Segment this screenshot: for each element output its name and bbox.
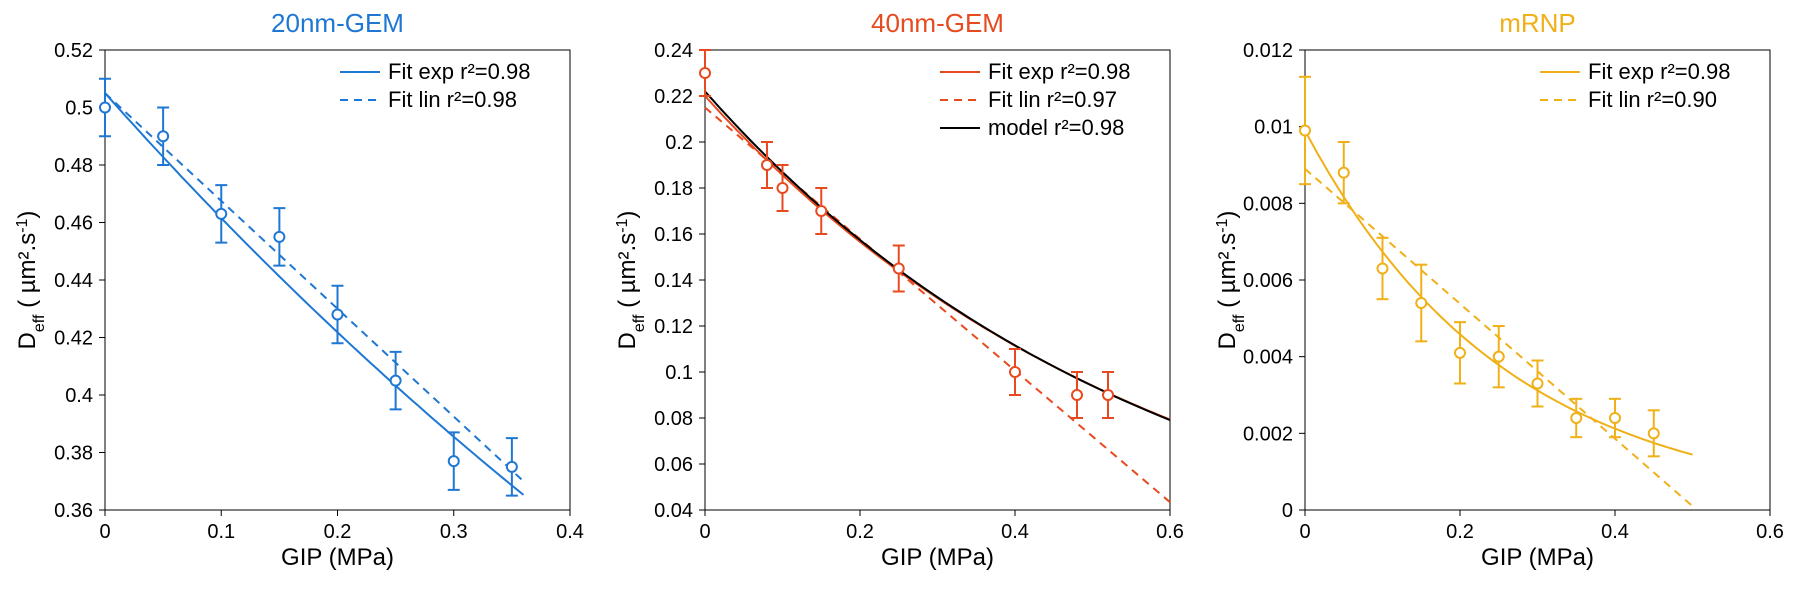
data-point <box>449 456 459 466</box>
legend-label: Fit exp r²=0.98 <box>988 59 1130 84</box>
data-point <box>100 103 110 113</box>
y-tick-label: 0.1 <box>665 362 693 384</box>
panel-40nm-gem: 0 0.2 0.4 0.6 0.04 0.06 0.08 0.1 0.12 0.14 0.16 0.1… <box>610 0 1190 590</box>
data-point <box>700 68 710 78</box>
y-tick-label: 0.22 <box>654 86 693 108</box>
y-tick-label: 0.2 <box>665 132 693 154</box>
panel-20nm-gem: 0 0.1 0.2 0.3 0.4 0.36 0.38 0.4 0.42 0.44 0.46 0.48… <box>10 0 590 590</box>
x-tick-label: 0 <box>1299 521 1310 543</box>
x-axis-label: GIP (MPa) <box>881 544 994 571</box>
y-tick-label: 0.004 <box>1243 347 1293 369</box>
data-point <box>762 160 772 170</box>
y-tick-label: 0.36 <box>54 500 93 522</box>
y-tick-label: 0.24 <box>654 40 693 62</box>
y-tick-label: 0 <box>1282 500 1293 522</box>
x-tick-label: 0.3 <box>440 521 468 543</box>
y-tick-label: 0.48 <box>54 155 93 177</box>
y-tick-label: 0.012 <box>1243 40 1293 62</box>
data-point <box>894 264 904 274</box>
data-point <box>507 462 517 472</box>
legend: Fit exp r²=0.98 Fit lin r²=0.98 <box>340 59 530 112</box>
chart-svg: 0 0.2 0.4 0.6 0 0.002 0.004 0.006 0.008 0.01 0.012… <box>1210 0 1790 590</box>
data-point <box>391 376 401 386</box>
data-point <box>1649 428 1659 438</box>
y-tick-label: 0.06 <box>654 454 693 476</box>
figure-row: 0 0.1 0.2 0.3 0.4 0.36 0.38 0.4 0.42 0.44 0.46 0.48… <box>0 0 1800 602</box>
y-tick-label: 0.5 <box>65 98 93 120</box>
y-tick-label: 0.38 <box>54 443 93 465</box>
chart-svg: 0 0.1 0.2 0.3 0.4 0.36 0.38 0.4 0.42 0.44 0.46 0.48… <box>10 0 590 590</box>
x-tick-label: 0.2 <box>846 521 874 543</box>
y-tick-label: 0.12 <box>654 316 693 338</box>
chart-title: 40nm-GEM <box>871 8 1004 38</box>
legend: Fit exp r²=0.98 Fit lin r²=0.90 <box>1540 59 1730 112</box>
y-tick-label: 0.42 <box>54 328 93 350</box>
y-tick-label: 0.008 <box>1243 193 1293 215</box>
legend-label: Fit lin r²=0.97 <box>988 87 1117 112</box>
data-point <box>1072 390 1082 400</box>
x-tick-label: 0 <box>699 521 710 543</box>
data-point <box>778 183 788 193</box>
y-tick-label: 0.52 <box>54 40 93 62</box>
y-tick-label: 0.4 <box>65 385 93 407</box>
y-tick-label: 0.46 <box>54 213 93 235</box>
y-tick-label: 0.18 <box>654 178 693 200</box>
y-tick-label: 0.16 <box>654 224 693 246</box>
x-tick-label: 0 <box>99 521 110 543</box>
x-tick-label: 0.4 <box>1601 521 1629 543</box>
x-tick-label: 0.2 <box>1446 521 1474 543</box>
data-point <box>216 209 226 219</box>
x-tick-label: 0.1 <box>207 521 235 543</box>
chart-title: mRNP <box>1499 8 1576 38</box>
x-axis-label: GIP (MPa) <box>1481 544 1594 571</box>
x-tick-label: 0.6 <box>1156 521 1184 543</box>
x-tick-label: 0.2 <box>324 521 352 543</box>
x-tick-label: 0.4 <box>556 521 584 543</box>
legend-label: model r²=0.98 <box>988 115 1124 140</box>
data-point <box>1571 413 1581 423</box>
y-tick-label: 0.04 <box>654 500 693 522</box>
legend-label: Fit lin r²=0.90 <box>1588 87 1717 112</box>
data-point <box>1103 390 1113 400</box>
data-point <box>158 131 168 141</box>
data-point <box>1300 126 1310 136</box>
data-point <box>1010 367 1020 377</box>
data-point <box>274 232 284 242</box>
data-point <box>1533 379 1543 389</box>
y-tick-label: 0.14 <box>654 270 693 292</box>
chart-title: 20nm-GEM <box>271 8 404 38</box>
y-tick-label: 0.006 <box>1243 270 1293 292</box>
y-axis-label: Deff ( µm².s-1) <box>614 211 648 350</box>
x-tick-label: 0.4 <box>1001 521 1029 543</box>
data-point <box>1378 264 1388 274</box>
legend: Fit exp r²=0.98 Fit lin r²=0.97 model r²=0… <box>940 59 1130 140</box>
data-point <box>1494 352 1504 362</box>
legend-label: Fit exp r²=0.98 <box>388 59 530 84</box>
data-point <box>1339 168 1349 178</box>
y-axis-label: Deff ( µm².s-1) <box>14 211 48 350</box>
panel-mrnp: 0 0.2 0.4 0.6 0 0.002 0.004 0.006 0.008 0.01 0.012… <box>1210 0 1790 590</box>
y-tick-label: 0.01 <box>1254 117 1293 139</box>
legend-label: Fit exp r²=0.98 <box>1588 59 1730 84</box>
data-point <box>816 206 826 216</box>
chart-svg: 0 0.2 0.4 0.6 0.04 0.06 0.08 0.1 0.12 0.14 0.16 0.1… <box>610 0 1190 590</box>
data-point <box>1610 413 1620 423</box>
y-tick-label: 0.002 <box>1243 423 1293 445</box>
data-point <box>1455 348 1465 358</box>
y-tick-label: 0.08 <box>654 408 693 430</box>
y-tick-label: 0.44 <box>54 270 93 292</box>
x-axis-label: GIP (MPa) <box>281 544 394 571</box>
legend-label: Fit lin r²=0.98 <box>388 87 517 112</box>
x-tick-label: 0.6 <box>1756 521 1784 543</box>
data-point <box>1416 298 1426 308</box>
data-point <box>333 310 343 320</box>
